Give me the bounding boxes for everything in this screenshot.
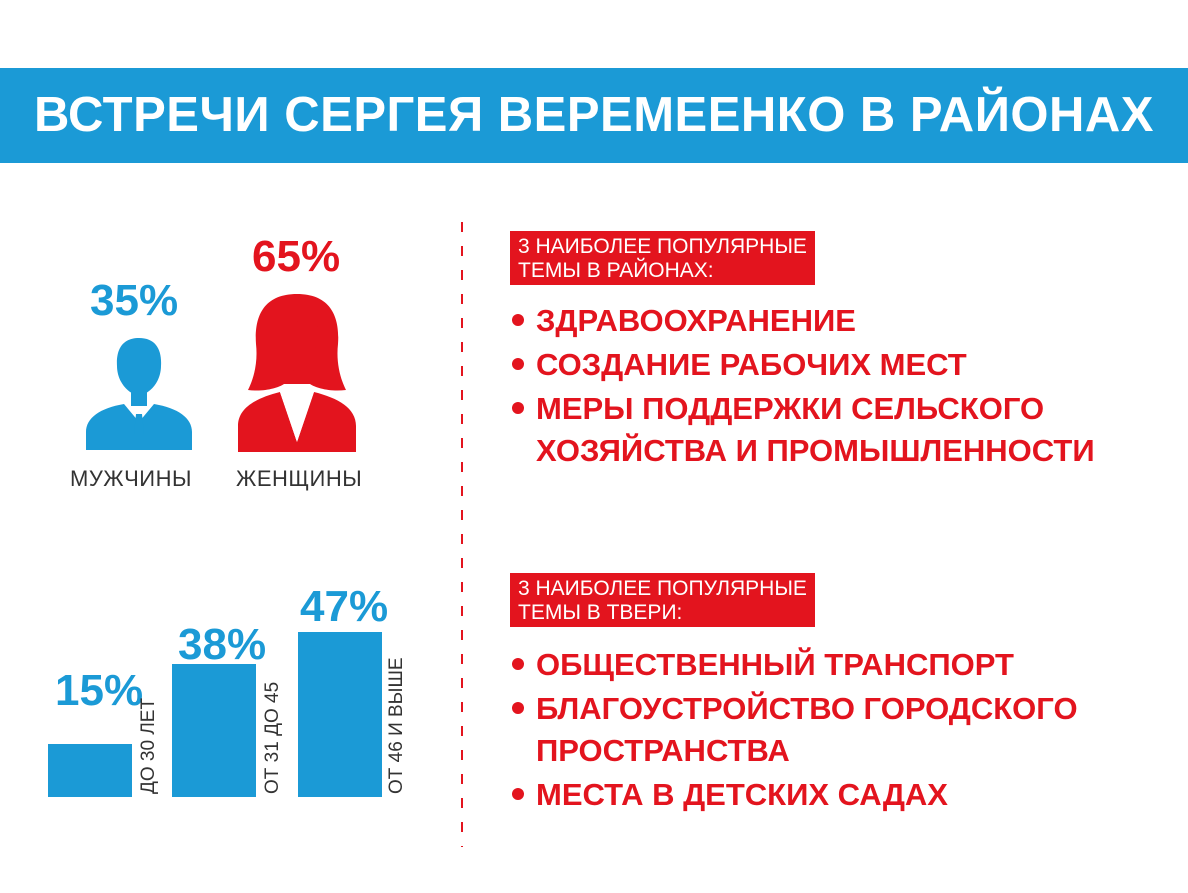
age-percent-31-45: 38% xyxy=(178,620,267,669)
age-bar-46-plus xyxy=(298,632,382,797)
women-label: ЖЕНЩИНЫ xyxy=(236,466,363,491)
tver-topic-list: ОБЩЕСТВЕННЫЙ ТРАНСПОРТ БЛАГОУСТРОЙСТВО Г… xyxy=(510,644,1078,818)
list-item: БЛАГОУСТРОЙСТВО ГОРОДСКОГО xyxy=(510,688,1078,730)
man-icon xyxy=(86,338,192,450)
tver-heading-line-1: 3 НАИБОЛЕЕ ПОПУЛЯРНЫЕ xyxy=(518,577,807,600)
districts-heading-line-2: ТЕМЫ В РАЙОНАХ: xyxy=(518,259,714,282)
list-item: ОБЩЕСТВЕННЫЙ ТРАНСПОРТ xyxy=(510,644,1078,686)
list-item: МЕРЫ ПОДДЕРЖКИ СЕЛЬСКОГО xyxy=(510,388,1095,430)
districts-heading: 3 НАИБОЛЕЕ ПОПУЛЯРНЫЕ ТЕМЫ В РАЙОНАХ: xyxy=(510,231,815,285)
list-item-continuation: ПРОСТРАНСТВА xyxy=(536,733,790,768)
districts-heading-line-1: 3 НАИБОЛЕЕ ПОПУЛЯРНЫЕ xyxy=(518,235,807,258)
age-percent-46-plus: 47% xyxy=(300,582,389,631)
list-item: СОЗДАНИЕ РАБОЧИХ МЕСТ xyxy=(510,344,1095,386)
age-label-under-30: ДО 30 ЛЕТ xyxy=(138,697,159,794)
woman-icon xyxy=(238,294,356,452)
list-item: ЗДРАВООХРАНЕНИЕ xyxy=(510,300,1095,342)
tver-heading-line-2: ТЕМЫ В ТВЕРИ: xyxy=(518,601,683,624)
age-percent-under-30: 15% xyxy=(55,666,144,715)
districts-topic-list: ЗДРАВООХРАНЕНИЕ СОЗДАНИЕ РАБОЧИХ МЕСТ МЕ… xyxy=(510,300,1095,474)
men-percent: 35% xyxy=(90,276,179,325)
dashed-divider xyxy=(461,222,463,847)
men-label: МУЖЧИНЫ xyxy=(70,466,192,491)
women-percent: 65% xyxy=(252,232,341,281)
list-item: МЕСТА В ДЕТСКИХ САДАХ xyxy=(510,774,1078,816)
age-label-46-plus: ОТ 46 И ВЫШЕ xyxy=(386,657,407,794)
tver-heading: 3 НАИБОЛЕЕ ПОПУЛЯРНЫЕ ТЕМЫ В ТВЕРИ: xyxy=(510,573,815,627)
age-bar-31-45 xyxy=(172,663,256,797)
header-banner: ВСТРЕЧИ СЕРГЕЯ ВЕРЕМЕЕНКО В РАЙОНАХ xyxy=(0,68,1188,163)
age-label-31-45: ОТ 31 ДО 45 xyxy=(262,681,283,794)
page-title: ВСТРЕЧИ СЕРГЕЯ ВЕРЕМЕЕНКО В РАЙОНАХ xyxy=(34,88,1154,142)
list-item-continuation: ХОЗЯЙСТВА И ПРОМЫШЛЕННОСТИ xyxy=(536,433,1095,468)
age-bar-under-30 xyxy=(48,744,132,797)
